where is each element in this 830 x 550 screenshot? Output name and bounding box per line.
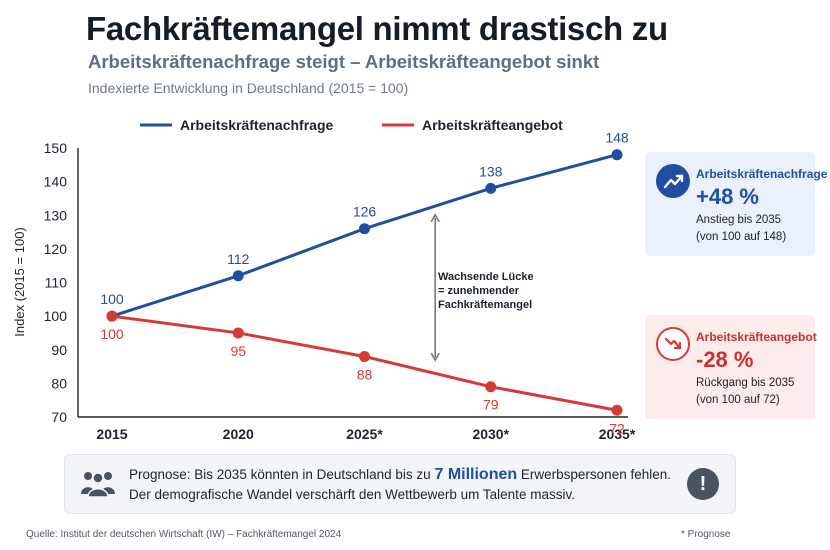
trend-down-icon	[656, 327, 690, 361]
data-point	[611, 149, 623, 161]
y-tick-label: 70	[51, 409, 67, 425]
annotation-line: Fachkräftemangel	[438, 299, 532, 311]
prognose-footnote: * Prognose	[681, 529, 731, 540]
supply-card-value: -28 %	[696, 347, 754, 372]
x-tick-label: 2025*	[346, 426, 383, 442]
data-point	[232, 327, 244, 339]
data-label: 138	[479, 163, 503, 179]
demand-card-title: Arbeitskräftenachfrage	[696, 167, 828, 181]
y-tick-label: 80	[51, 375, 67, 391]
data-label: 88	[357, 366, 373, 382]
x-tick-label: 2020	[223, 426, 254, 442]
data-label: 126	[353, 204, 377, 220]
forecast-note: Prognose: Bis 2035 könnten in Deutschlan…	[64, 454, 736, 514]
x-tick-label: 2015	[96, 426, 127, 442]
page-title: Fachkräftemangel nimmt drastisch zu	[86, 10, 668, 47]
note-highlight: 7 Millionen	[434, 466, 518, 483]
gap-arrow-head-top	[430, 213, 440, 223]
data-point	[359, 223, 370, 235]
y-tick-label: 130	[44, 207, 68, 223]
demand-card-line1: Anstieg bis 2035	[696, 214, 782, 226]
legend-label: Arbeitskräfteangebot	[422, 117, 563, 133]
x-tick-label: 2035*	[599, 426, 636, 442]
people-icon	[81, 472, 115, 498]
note-prefix: Prognose: Bis 2035 könnten in Deutschlan…	[129, 467, 431, 482]
data-label: 95	[230, 343, 246, 359]
data-point	[611, 404, 623, 416]
y-tick-label: 120	[44, 241, 68, 257]
x-tick-label: 2030*	[472, 426, 509, 442]
source-text: Quelle: Institut der deutschen Wirtschaf…	[26, 529, 342, 540]
data-point	[359, 350, 370, 362]
y-tick-label: 150	[44, 140, 68, 156]
data-label: 79	[483, 397, 499, 413]
trend-up-icon	[656, 164, 690, 198]
line-chart: 70 80 90 100 110 120 130 140 150 2015 2020 2025* 203…	[12, 117, 636, 442]
y-tick-label: 100	[44, 308, 68, 324]
demand-card-line2: (von 100 auf 148)	[696, 231, 787, 243]
series-line	[111, 153, 618, 318]
demand-card: Arbeitskräftenachfrage +48 % Anstieg bis…	[645, 152, 827, 256]
data-label: 112	[227, 251, 250, 267]
data-label: 72	[609, 420, 625, 436]
data-point	[232, 270, 244, 282]
legend-label: Arbeitskräftenachfrage	[180, 117, 333, 133]
demand-card-value: +48 %	[696, 184, 759, 209]
supply-card-line1: Rückgang bis 2035	[696, 377, 795, 389]
gap-arrow-head-bottom	[430, 352, 440, 362]
y-tick-label: 90	[51, 342, 67, 358]
note-line1: Prognose: Bis 2035 könnten in Deutschlan…	[129, 466, 671, 484]
y-tick-label: 110	[45, 275, 68, 291]
annotation-line: Wachsende Lücke	[438, 271, 534, 283]
supply-card-line2: (von 100 auf 72)	[696, 394, 780, 406]
page-description: Indexierte Entwicklung in Deutschland (2…	[88, 80, 409, 96]
data-label: 100	[100, 291, 124, 307]
note-suffix: Erwerbspersonen fehlen.	[520, 467, 671, 482]
page-subtitle: Arbeitskräftenachfrage steigt – Arbeitsk…	[88, 51, 600, 72]
data-label: 100	[100, 326, 124, 342]
exclamation-icon: !	[687, 468, 719, 500]
supply-card-title: Arbeitskräfteangebot	[696, 330, 817, 344]
y-tick-label: 140	[44, 174, 68, 190]
data-point	[106, 310, 118, 322]
y-axis-label: Index (2015 = 100)	[12, 227, 27, 337]
data-point	[485, 381, 497, 393]
series-line	[111, 314, 618, 412]
data-label: 148	[605, 130, 629, 146]
note-line2: Der demografische Wandel verschärft den …	[129, 487, 575, 502]
data-point	[485, 182, 497, 194]
supply-card: Arbeitskräfteangebot -28 % Rückgang bis …	[645, 315, 817, 419]
annotation-line: = zunehmender	[438, 285, 520, 297]
